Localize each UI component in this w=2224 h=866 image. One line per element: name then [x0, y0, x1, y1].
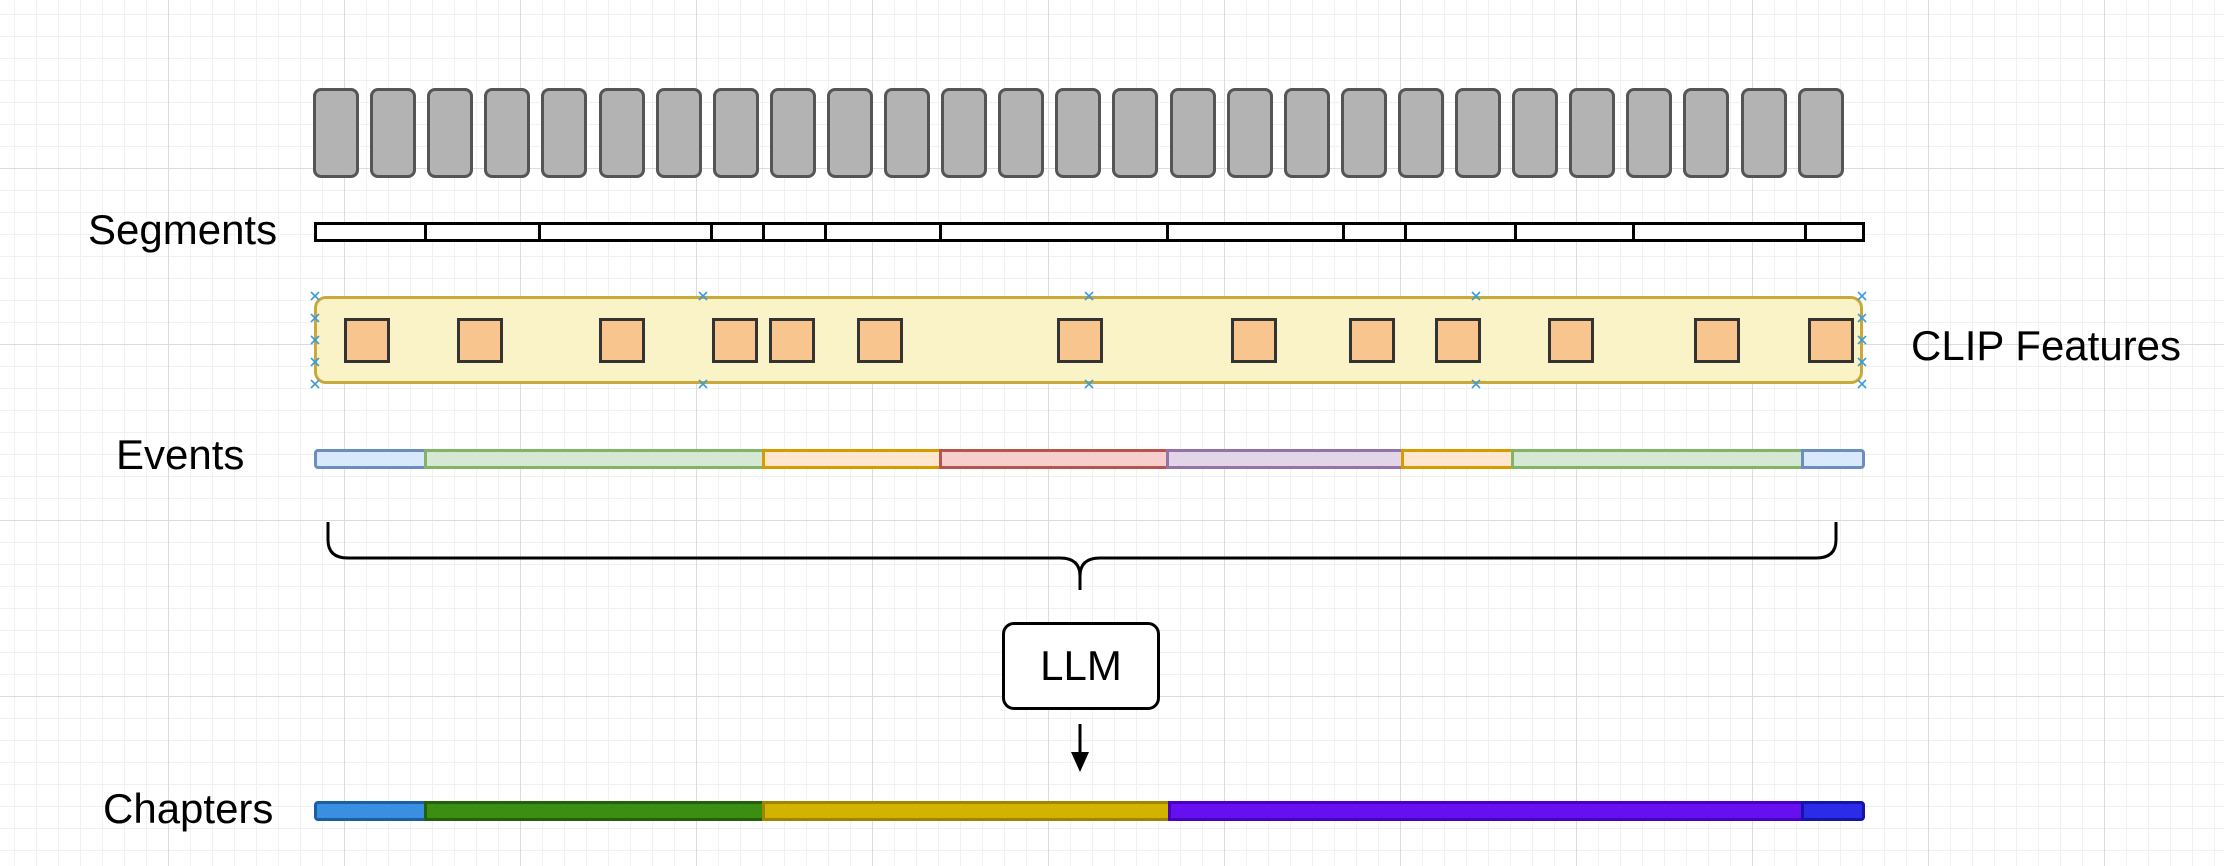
- video-frame: [998, 88, 1045, 178]
- event-6[interactable]: [1401, 449, 1514, 469]
- clip-feature: [344, 318, 390, 363]
- video-frame: [1797, 88, 1844, 178]
- video-frame: [769, 88, 816, 178]
- chapter-1[interactable]: [314, 801, 427, 821]
- video-frame: [826, 88, 873, 178]
- segment-cell: [1632, 222, 1807, 242]
- video-frame: [655, 88, 702, 178]
- event-5[interactable]: [1166, 449, 1404, 469]
- video-frame: [1340, 88, 1387, 178]
- segment-cell: [424, 222, 541, 242]
- chapter-2[interactable]: [424, 801, 765, 821]
- chapter-3[interactable]: [762, 801, 1171, 821]
- event-4[interactable]: [939, 449, 1169, 469]
- clip-feature: [712, 318, 758, 363]
- video-frame: [541, 88, 588, 178]
- video-frame: [484, 88, 531, 178]
- video-frame: [1683, 88, 1730, 178]
- segments-label: Segments: [88, 206, 278, 253]
- clip-feature: [457, 318, 503, 363]
- segment-cell: [1404, 222, 1517, 242]
- video-frame: [598, 88, 645, 178]
- video-frame: [1626, 88, 1673, 178]
- video-frame: [427, 88, 474, 178]
- segment-cell: [538, 222, 713, 242]
- event-2[interactable]: [424, 449, 765, 469]
- segment-cell: [1514, 222, 1635, 242]
- video-frame: [1055, 88, 1102, 178]
- chapter-5[interactable]: [1801, 801, 1865, 821]
- event-7[interactable]: [1511, 449, 1804, 469]
- clip-feature: [857, 318, 903, 363]
- selection-handle[interactable]: [1857, 379, 1867, 389]
- video-frame: [1112, 88, 1159, 178]
- clip-feature: [1349, 318, 1395, 363]
- video-frame: [1512, 88, 1559, 178]
- video-frame: [313, 88, 359, 178]
- video-frame: [884, 88, 930, 178]
- segment-cell: [1804, 222, 1865, 242]
- clip-feature: [599, 318, 645, 363]
- segment-cell: [314, 222, 427, 242]
- clip-feature: [1548, 318, 1594, 363]
- llm-label: LLM: [1040, 642, 1122, 689]
- event-3[interactable]: [762, 449, 942, 469]
- llm-box[interactable]: LLM: [1002, 622, 1160, 710]
- segment-cell: [939, 222, 1169, 242]
- segment-cell: [1342, 222, 1407, 242]
- event-8[interactable]: [1801, 449, 1865, 469]
- clip-feature: [1057, 318, 1103, 363]
- clip-feature: [1435, 318, 1481, 363]
- chapter-4[interactable]: [1168, 801, 1804, 821]
- clip-feature: [1231, 318, 1277, 363]
- chapters-label: Chapters: [103, 785, 274, 832]
- segment-cell: [824, 222, 942, 242]
- video-frame: [1169, 88, 1216, 178]
- video-frame: [1569, 88, 1616, 178]
- video-frame: [712, 88, 759, 178]
- events-label: Events: [116, 431, 245, 478]
- video-frame: [1226, 88, 1273, 178]
- clip-feature: [769, 318, 815, 363]
- clip-features-label: CLIP Features: [1911, 322, 2182, 369]
- segment-cell: [762, 222, 827, 242]
- video-frame: [941, 88, 988, 178]
- video-frame: [1740, 88, 1787, 178]
- segment-cell: [1166, 222, 1345, 242]
- segment-cell: [710, 222, 765, 242]
- video-frame: [1455, 88, 1501, 178]
- video-frame: [1397, 88, 1444, 178]
- clip-feature: [1694, 318, 1740, 363]
- clip-feature: [1808, 318, 1854, 363]
- video-frame: [370, 88, 417, 178]
- event-1[interactable]: [314, 449, 427, 469]
- video-frame: [1283, 88, 1330, 178]
